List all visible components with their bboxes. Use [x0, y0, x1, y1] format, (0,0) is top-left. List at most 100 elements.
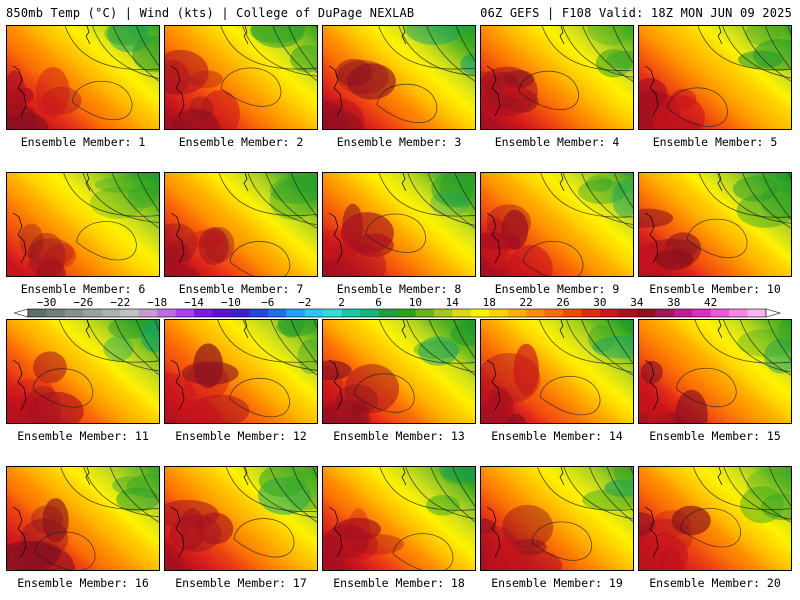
- ensemble-map-panel: [6, 466, 160, 571]
- height-contour: [607, 320, 633, 364]
- ensemble-map-panel: [638, 172, 792, 277]
- coastline: [328, 320, 407, 411]
- height-contour: [562, 173, 633, 225]
- closed-contour: [229, 241, 291, 276]
- height-contour: [765, 26, 791, 71]
- cool-pocket: [140, 320, 159, 353]
- height-contour: [243, 320, 317, 371]
- colorbar-swatch: [286, 309, 306, 317]
- colorbar-swatch: [323, 309, 342, 317]
- temperature-field-map: [7, 26, 159, 129]
- warm-pocket: [481, 232, 520, 250]
- height-contour: [58, 320, 159, 363]
- height-contour: [722, 26, 791, 79]
- height-contour: [136, 320, 159, 361]
- closed-contour: [365, 213, 426, 253]
- temperature-field-map: [481, 173, 633, 276]
- coastline: [328, 467, 407, 558]
- warm-pocket: [481, 518, 497, 535]
- height-contour: [272, 26, 317, 82]
- colorbar-swatch: [747, 309, 767, 317]
- temperature-field-map: [639, 467, 791, 570]
- height-contour: [767, 320, 791, 362]
- height-contour: [242, 26, 317, 77]
- height-contour: [113, 26, 159, 82]
- ensemble-member-label: Ensemble Member: 20: [649, 576, 781, 590]
- warm-pocket: [7, 540, 58, 570]
- height-contour: [475, 173, 476, 258]
- colorbar-swatch: [673, 309, 693, 317]
- ensemble-member-label: Ensemble Member: 15: [649, 429, 781, 443]
- colorbar-swatch: [194, 309, 213, 317]
- cool-pocket: [112, 476, 148, 495]
- height-contour: [313, 320, 317, 329]
- height-contour: [405, 467, 475, 520]
- warm-pocket: [165, 49, 209, 95]
- closed-contour: [531, 521, 592, 561]
- height-contour: [288, 26, 317, 74]
- closed-contour: [376, 83, 438, 123]
- warm-pocket: [335, 384, 379, 415]
- ensemble-member-label: Ensemble Member: 14: [491, 429, 623, 443]
- warm-pocket: [323, 101, 350, 129]
- height-contour: [63, 173, 159, 217]
- cool-pocket: [587, 26, 633, 46]
- colorbar-tick-label: −6: [261, 297, 274, 309]
- cool-pocket: [604, 479, 633, 497]
- warm-pocket: [172, 524, 202, 547]
- ensemble-member-label: Ensemble Member: 17: [175, 576, 307, 590]
- cool-pocket: [258, 467, 306, 497]
- warm-pocket: [349, 399, 371, 423]
- height-contour: [137, 173, 159, 213]
- height-contour: [429, 320, 475, 376]
- ensemble-map-panel: [322, 319, 476, 424]
- colorbar-tick-label: 10: [409, 297, 422, 309]
- warm-pocket: [196, 512, 234, 545]
- temperature-field-map: [481, 26, 633, 129]
- cool-pocket: [132, 36, 159, 73]
- ensemble-map-panel: [480, 466, 634, 571]
- colorbar-max-arrow: [765, 308, 782, 318]
- ensemble-map-panel: [322, 25, 476, 130]
- temperature-colorbar: −30 −26 −22 −18 −14 −10 −6 −2 2 6 10 14 18 22 26 30 34 38…: [14, 297, 782, 318]
- height-contour: [92, 26, 159, 79]
- temperature-field-map: [639, 173, 791, 276]
- ensemble-member-label: Ensemble Member: 7: [178, 282, 304, 296]
- height-contour: [111, 173, 159, 229]
- height-contour: [426, 26, 475, 82]
- coastline: [644, 320, 723, 411]
- coastline: [170, 467, 249, 558]
- colorbar-swatch: [489, 309, 508, 317]
- colorbar-swatch: [544, 309, 564, 317]
- warm-pocket: [506, 413, 527, 423]
- height-contour: [762, 173, 791, 221]
- height-contour: [606, 467, 633, 512]
- height-contour: [407, 173, 475, 226]
- height-contour: [694, 320, 791, 364]
- ensemble-member-label: Ensemble Member: 4: [494, 135, 620, 149]
- closed-contour: [675, 368, 737, 408]
- ensemble-map-panel: [164, 466, 318, 571]
- cool-pocket: [588, 324, 615, 352]
- height-contour: [787, 26, 791, 35]
- height-contour: [630, 467, 633, 475]
- ensemble-member-label: Ensemble Member: 3: [336, 135, 462, 149]
- height-contour: [537, 467, 633, 511]
- ensemble-map-panel: [6, 172, 160, 277]
- cool-pocket: [460, 53, 475, 75]
- coastline: [12, 467, 91, 558]
- colorbar-swatch: [470, 309, 490, 317]
- height-contour: [378, 173, 475, 217]
- warm-pocket: [198, 227, 229, 266]
- warm-pocket: [165, 541, 181, 570]
- closed-contour: [680, 508, 741, 548]
- height-contour: [692, 467, 791, 511]
- ensemble-map-panel: [6, 25, 160, 130]
- ensemble-member-label: Ensemble Member: 2: [178, 135, 304, 149]
- cool-pocket: [439, 467, 475, 482]
- closed-contour: [76, 221, 137, 261]
- cool-pocket: [95, 176, 155, 193]
- ensemble-map-panel: [480, 25, 634, 130]
- cool-pocket: [297, 339, 317, 374]
- warm-pocket: [639, 375, 656, 416]
